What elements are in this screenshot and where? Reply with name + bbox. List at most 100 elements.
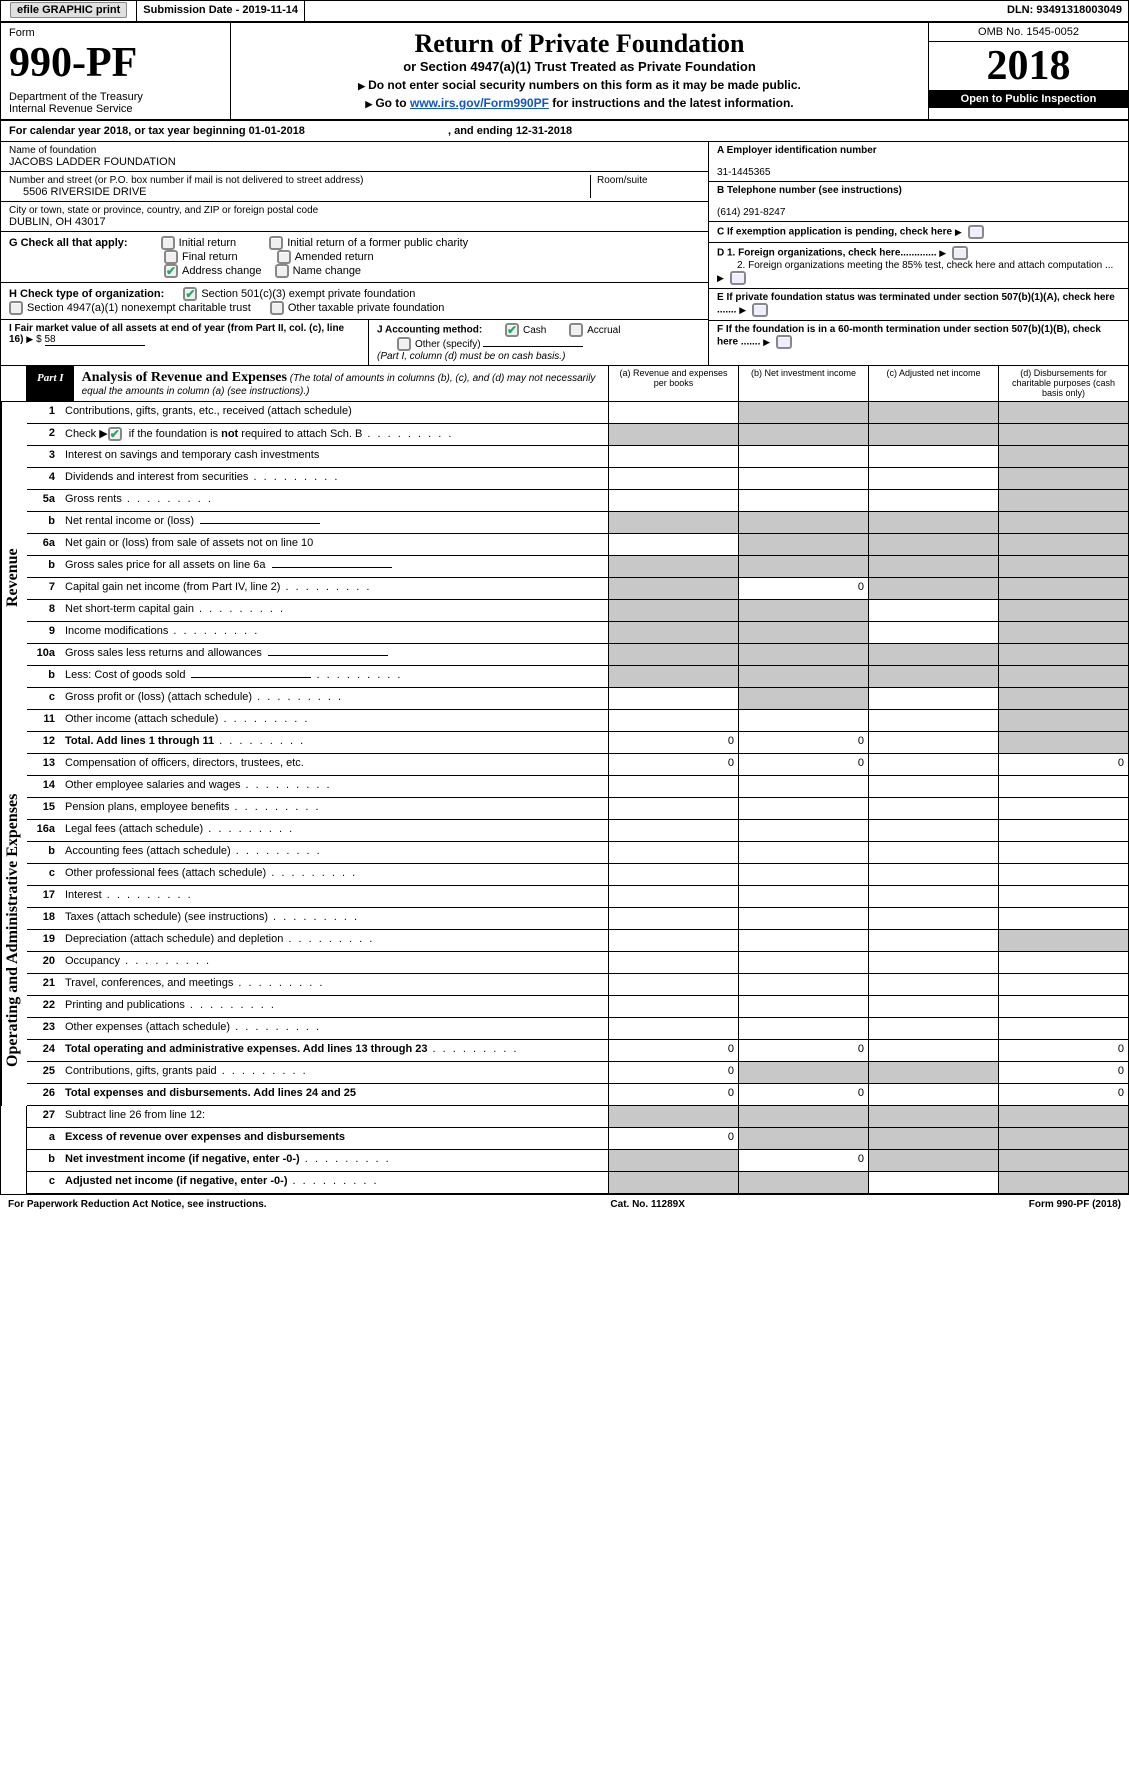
name-label: Name of foundation	[9, 145, 700, 156]
chk-c[interactable]	[968, 225, 984, 239]
chk-name[interactable]	[275, 264, 289, 278]
line-26: 26Total expenses and disbursements. Add …	[27, 1084, 1128, 1106]
line-label: Printing and publications	[61, 996, 608, 1017]
cell-d	[998, 1150, 1128, 1171]
line-27: 27Subtract line 26 from line 12:	[27, 1106, 1128, 1128]
chk-d2[interactable]	[730, 271, 746, 285]
g-name: Name change	[293, 265, 362, 277]
cell-d	[998, 710, 1128, 731]
col-b-header: (b) Net investment income	[738, 366, 868, 401]
cell-b	[738, 490, 868, 511]
cell-d	[998, 512, 1128, 533]
foundation-name: JACOBS LADDER FOUNDATION	[9, 156, 700, 168]
g-final: Final return	[182, 251, 238, 263]
line-num: 22	[27, 996, 61, 1017]
line-14: 14Other employee salaries and wages	[27, 776, 1128, 798]
cell-c	[868, 776, 998, 797]
line-label: Gross profit or (loss) (attach schedule)	[61, 688, 608, 709]
cell-c	[868, 1018, 998, 1039]
cell-c	[868, 622, 998, 643]
i-prefix: $	[36, 334, 42, 345]
cell-b	[738, 996, 868, 1017]
line-label: Occupancy	[61, 952, 608, 973]
cell-b: 0	[738, 578, 868, 599]
chk-4947[interactable]	[9, 301, 23, 315]
cell-d	[998, 534, 1128, 555]
cell-c	[868, 952, 998, 973]
cell-a	[608, 930, 738, 951]
cell-c	[868, 644, 998, 665]
chk-other-method[interactable]	[397, 337, 411, 351]
cell-c	[868, 798, 998, 819]
cell-a: 0	[608, 1062, 738, 1083]
line-label: Interest on savings and temporary cash i…	[61, 446, 608, 467]
ein-label: A Employer identification number	[717, 145, 877, 156]
cell-d	[998, 798, 1128, 819]
line-2: 2Check ▶ if the foundation is not requir…	[27, 424, 1128, 446]
cell-d: 0	[998, 1040, 1128, 1061]
chk-initial[interactable]	[161, 236, 175, 250]
line-label: Legal fees (attach schedule)	[61, 820, 608, 841]
line-label: Net gain or (loss) from sale of assets n…	[61, 534, 608, 555]
line-label: Net rental income or (loss)	[61, 512, 608, 533]
tel-label: B Telephone number (see instructions)	[717, 185, 902, 196]
line-23: 23Other expenses (attach schedule)	[27, 1018, 1128, 1040]
cell-d	[998, 688, 1128, 709]
cell-c	[868, 512, 998, 533]
cell-b	[738, 446, 868, 467]
line-label: Total expenses and disbursements. Add li…	[61, 1084, 608, 1105]
cell-a	[608, 490, 738, 511]
cell-c	[868, 1106, 998, 1127]
footer-right: Form 990-PF (2018)	[1029, 1199, 1121, 1210]
cell-a	[608, 446, 738, 467]
line-label: Compensation of officers, directors, tru…	[61, 754, 608, 775]
instructions-link[interactable]: www.irs.gov/Form990PF	[410, 96, 549, 110]
line-8: 8Net short-term capital gain	[27, 600, 1128, 622]
chk-amended[interactable]	[277, 250, 291, 264]
cell-b	[738, 952, 868, 973]
cell-a	[608, 864, 738, 885]
cell-c	[868, 754, 998, 775]
line-num: 3	[27, 446, 61, 467]
line-num: b	[27, 512, 61, 533]
form-number: 990-PF	[9, 39, 222, 87]
cell-c	[868, 864, 998, 885]
line-1: 1Contributions, gifts, grants, etc., rec…	[27, 402, 1128, 424]
efile-button[interactable]: efile GRAPHIC print	[10, 2, 127, 18]
chk-accrual[interactable]	[569, 323, 583, 337]
line-b: bNet rental income or (loss)	[27, 512, 1128, 534]
addr-label: Number and street (or P.O. box number if…	[9, 175, 590, 186]
chk-other-tax[interactable]	[270, 301, 284, 315]
note-1: Do not enter social security numbers on …	[237, 78, 922, 92]
subdate-value: 2019-11-14	[242, 4, 298, 16]
line-24: 24Total operating and administrative exp…	[27, 1040, 1128, 1062]
cell-c	[868, 468, 998, 489]
line-num: a	[27, 1128, 61, 1149]
chk-d1[interactable]	[952, 246, 968, 260]
chk-e[interactable]	[752, 303, 768, 317]
chk-cash[interactable]	[505, 323, 519, 337]
line-10a: 10aGross sales less returns and allowanc…	[27, 644, 1128, 666]
cell-d	[998, 952, 1128, 973]
chk-f[interactable]	[776, 335, 792, 349]
chk-501c3[interactable]	[183, 287, 197, 301]
cell-a: 0	[608, 754, 738, 775]
line-25: 25Contributions, gifts, grants paid00	[27, 1062, 1128, 1084]
cell-b	[738, 556, 868, 577]
cell-c	[868, 556, 998, 577]
chk-final[interactable]	[164, 250, 178, 264]
chk-initial-former[interactable]	[269, 236, 283, 250]
note-2-post: for instructions and the latest informat…	[549, 96, 794, 110]
cell-d	[998, 424, 1128, 445]
line-label: Gross sales price for all assets on line…	[61, 556, 608, 577]
line-num: 11	[27, 710, 61, 731]
cell-c	[868, 402, 998, 423]
line-13: 13Compensation of officers, directors, t…	[27, 754, 1128, 776]
chk-schb[interactable]	[108, 427, 122, 441]
tel-value: (614) 291-8247	[717, 207, 785, 218]
d2-label: 2. Foreign organizations meeting the 85%…	[717, 260, 1113, 271]
line-22: 22Printing and publications	[27, 996, 1128, 1018]
cell-b	[738, 842, 868, 863]
chk-address[interactable]	[164, 264, 178, 278]
line-label: Gross sales less returns and allowances	[61, 644, 608, 665]
